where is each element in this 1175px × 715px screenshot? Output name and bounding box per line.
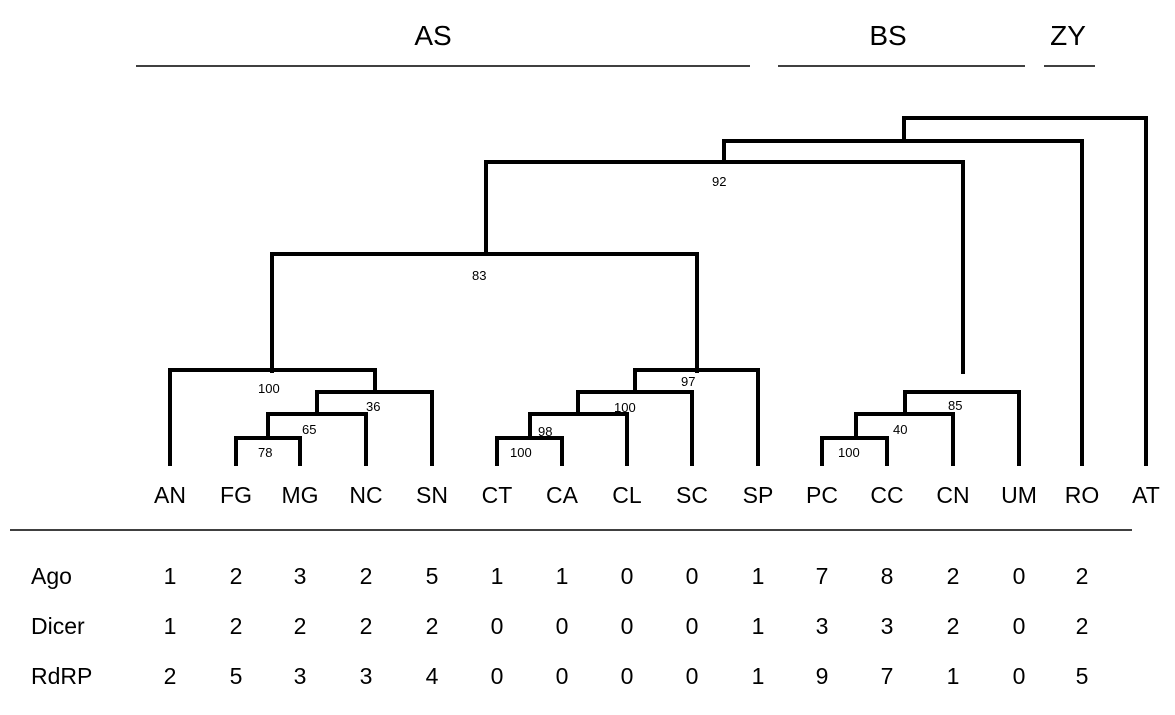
branch-sc (576, 390, 694, 466)
table-cell: 2 (1076, 563, 1089, 589)
table-cell: 8 (881, 563, 894, 589)
table-cell: 0 (686, 563, 699, 589)
table-cell: 1 (752, 563, 765, 589)
table-cell: 2 (947, 613, 960, 639)
taxon-label-ca: CA (546, 482, 579, 508)
taxon-label-mg: MG (281, 482, 318, 508)
group-label-as: AS (414, 20, 451, 51)
table-cell: 1 (164, 613, 177, 639)
branch-pc-cc (820, 436, 889, 466)
table-cell: 0 (621, 613, 634, 639)
taxon-label-fg: FG (220, 482, 252, 508)
table-cell: 0 (1013, 563, 1026, 589)
table-cell: 5 (426, 563, 439, 589)
row-label-dicer: Dicer (31, 613, 85, 639)
table-cell: 2 (947, 563, 960, 589)
table-cell: 2 (294, 613, 307, 639)
table-cell: 0 (491, 613, 504, 639)
table-cell: 2 (230, 563, 243, 589)
taxon-labels: AN FG MG NC SN CT CA CL SC SP PC CC CN UM RO AT (154, 482, 1160, 508)
gene-count-table: Ago 1 2 3 2 5 1 1 0 0 1 7 8 2 0 2 Dicer 1 2 2 2 2 0 0 0 0 1 3 3 2 0 2 Rd… (31, 563, 1088, 689)
table-cell: 0 (556, 663, 569, 689)
table-cell: 2 (164, 663, 177, 689)
support-value: 40 (893, 422, 907, 437)
branch-fg-mg (234, 436, 302, 466)
support-value: 100 (510, 445, 532, 460)
table-cell: 0 (686, 613, 699, 639)
table-cell: 9 (816, 663, 829, 689)
table-cell: 3 (360, 663, 373, 689)
branch-root (902, 116, 1148, 466)
table-cell: 5 (1076, 663, 1089, 689)
table-cell: 3 (816, 613, 829, 639)
taxon-label-pc: PC (806, 482, 838, 508)
support-value: 78 (258, 445, 272, 460)
row-label-ago: Ago (31, 563, 72, 589)
taxon-label-sc: SC (676, 482, 708, 508)
support-value: 100 (258, 381, 280, 396)
taxon-label-an: AN (154, 482, 186, 508)
table-cell: 1 (947, 663, 960, 689)
table-cell: 2 (426, 613, 439, 639)
support-value: 65 (302, 422, 316, 437)
table-cell: 3 (294, 663, 307, 689)
branch-cn (854, 412, 955, 466)
taxon-label-ct: CT (482, 482, 513, 508)
table-cell: 7 (881, 663, 894, 689)
group-label-zy: ZY (1050, 20, 1086, 51)
taxon-label-sp: SP (743, 482, 774, 508)
taxon-label-cn: CN (936, 482, 969, 508)
branch-as (270, 252, 699, 373)
taxon-label-cc: CC (870, 482, 903, 508)
branch-cl (528, 412, 629, 466)
support-value: 83 (472, 268, 486, 283)
support-value: 92 (712, 174, 726, 189)
table-cell: 1 (491, 563, 504, 589)
table-cell: 1 (752, 613, 765, 639)
table-cell: 0 (686, 663, 699, 689)
branch-as-right (633, 368, 760, 466)
branch-ro-clade (722, 139, 1084, 466)
table-cell: 0 (621, 563, 634, 589)
table-cell: 3 (294, 563, 307, 589)
table-cell: 0 (491, 663, 504, 689)
branch-nc (266, 412, 368, 466)
branch-as-left (168, 368, 377, 466)
table-cell: 0 (1013, 613, 1026, 639)
table-cell: 1 (752, 663, 765, 689)
support-value: 36 (366, 399, 380, 414)
branch-sn (315, 390, 434, 466)
taxon-label-nc: NC (349, 482, 382, 508)
table-cell: 4 (426, 663, 439, 689)
table-cell: 2 (1076, 613, 1089, 639)
table-cell: 2 (360, 563, 373, 589)
tree (168, 116, 1148, 466)
taxon-label-sn: SN (416, 482, 448, 508)
table-cell: 0 (1013, 663, 1026, 689)
branch-as-bs (484, 160, 965, 374)
support-value: 100 (838, 445, 860, 460)
support-value: 97 (681, 374, 695, 389)
support-value: 100 (614, 400, 636, 415)
table-cell: 7 (816, 563, 829, 589)
table-cell: 0 (621, 663, 634, 689)
table-cell: 2 (360, 613, 373, 639)
taxon-label-um: UM (1001, 482, 1037, 508)
support-value: 98 (538, 424, 552, 439)
table-cell: 5 (230, 663, 243, 689)
row-label-rdrp: RdRP (31, 663, 92, 689)
taxon-label-cl: CL (612, 482, 642, 508)
taxon-label-ro: RO (1065, 482, 1100, 508)
table-cell: 2 (230, 613, 243, 639)
branch-bs (903, 390, 1021, 466)
table-cell: 1 (556, 563, 569, 589)
taxon-label-at: AT (1132, 482, 1160, 508)
table-cell: 1 (164, 563, 177, 589)
table-cell: 3 (881, 613, 894, 639)
table-cell: 0 (556, 613, 569, 639)
group-label-bs: BS (869, 20, 906, 51)
support-value: 85 (948, 398, 962, 413)
branch-ct-ca (495, 436, 564, 466)
